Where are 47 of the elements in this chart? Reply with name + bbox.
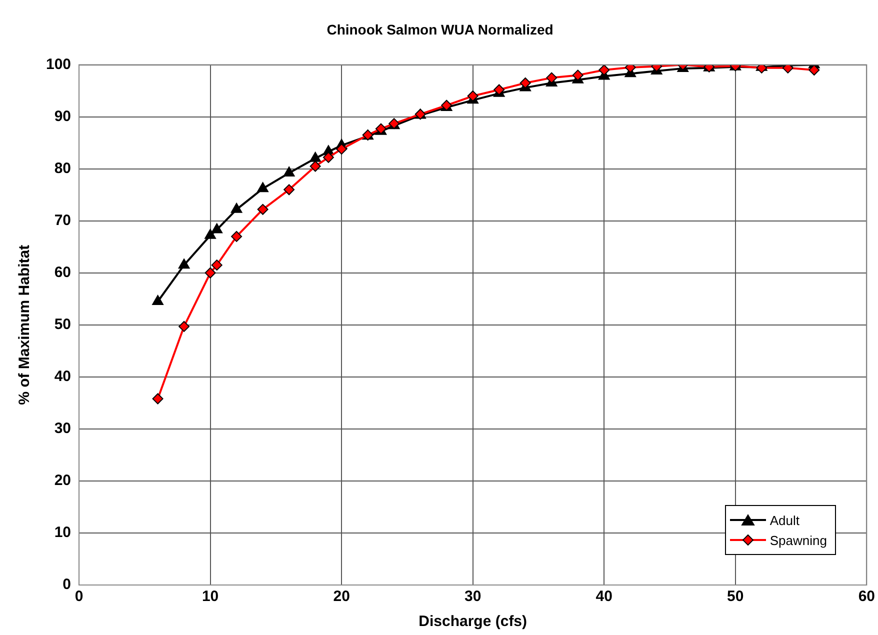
y-tick-label: 40 xyxy=(54,368,72,386)
chart-title: Chinook Salmon WUA Normalized xyxy=(326,21,554,38)
point xyxy=(467,90,478,102)
point xyxy=(310,152,322,162)
y-tick-label: 70 xyxy=(54,212,72,229)
x-tick-label: 40 xyxy=(596,588,612,606)
y-tick-label: 0 xyxy=(62,576,72,594)
x-axis-title: Discharge (cfs) xyxy=(418,613,528,630)
x-tick-label: 0 xyxy=(74,588,84,606)
x-tick-label: 10 xyxy=(202,588,219,606)
x-tick-label: 20 xyxy=(333,588,350,606)
y-axis-title: % of Maximum Habitat xyxy=(16,244,34,405)
point xyxy=(178,320,190,332)
y-tick-label: 90 xyxy=(54,108,72,125)
x-tick-label: 30 xyxy=(464,588,482,606)
point xyxy=(152,294,164,305)
point xyxy=(284,184,295,196)
y-tick-label: 50 xyxy=(54,316,72,334)
y-tick-label: 100 xyxy=(46,56,72,73)
point xyxy=(231,230,242,242)
point xyxy=(204,228,216,239)
point xyxy=(322,152,334,163)
point xyxy=(520,78,531,89)
point xyxy=(808,64,820,76)
legend-label: Spawning xyxy=(770,532,827,548)
point xyxy=(598,64,610,76)
point xyxy=(257,204,268,215)
point xyxy=(572,70,584,81)
y-tick-label: 80 xyxy=(54,160,72,177)
point xyxy=(204,267,216,278)
point xyxy=(310,160,321,172)
y-tick-label: 30 xyxy=(54,420,72,438)
point xyxy=(283,166,295,176)
x-tick-label: 50 xyxy=(727,588,744,606)
y-tick-label: 20 xyxy=(54,472,72,490)
point xyxy=(211,223,223,234)
point xyxy=(178,258,190,269)
point xyxy=(336,144,348,155)
legend-label: Adult xyxy=(770,512,800,528)
point xyxy=(257,182,269,192)
point xyxy=(152,393,164,404)
y-tick-label: 60 xyxy=(54,264,72,282)
point xyxy=(546,72,558,84)
point xyxy=(211,260,222,271)
y-tick-label: 10 xyxy=(54,524,72,542)
point xyxy=(230,202,242,213)
x-tick-label: 60 xyxy=(858,588,875,606)
